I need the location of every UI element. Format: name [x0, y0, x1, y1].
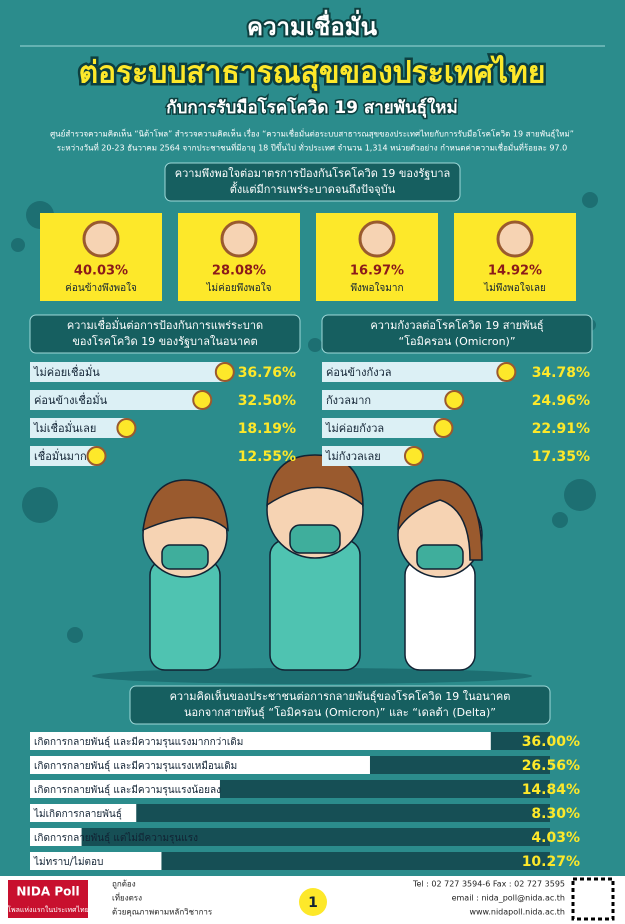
category-label: เกิดการกลายพันธุ์ และมีความรุนแรงมากกว่า… [34, 736, 243, 748]
value-label: 8.30% [531, 806, 580, 822]
category-label: ไม่ค่อยกังวล [325, 422, 384, 435]
face-icon [433, 418, 454, 438]
section-header [164, 162, 461, 202]
logo [8, 880, 88, 918]
value-label: 17.35% [532, 449, 590, 465]
bar [30, 804, 137, 822]
section-title: ความพึงพอใจต่อมาตรการป้องกันโรคโควิด 19 … [175, 166, 451, 180]
section-title: นอกจากสายพันธุ์ “โอมิครอน (Omicron)” และ… [184, 705, 496, 719]
category-label: ไม่พึงพอใจเลย [483, 282, 546, 294]
value-label: 36.00% [522, 734, 580, 750]
page-number: 1 [308, 895, 318, 911]
bar [322, 362, 507, 382]
section-title: “โอมิครอน (Omicron)” [398, 334, 515, 348]
value-label: 22.91% [532, 421, 590, 437]
title: ความเชื่อมั่น [247, 9, 378, 41]
face-icon [403, 446, 424, 466]
bar [322, 446, 414, 466]
face-icon [496, 362, 517, 382]
title-highlight: ต่อระบบสาธารณสุขของประเทศไทย [79, 55, 546, 92]
motto: ถูกต้อง [112, 880, 136, 890]
tagline: โพลแห่งแรกในประเทศไทย [7, 905, 89, 914]
value-label: 12.55% [238, 449, 296, 465]
value-label: 28.08% [212, 264, 266, 279]
value-label: 4.03% [531, 830, 580, 846]
section-title: ของโรคโควิด 19 ของรัฐบาลในอนาคต [72, 334, 257, 348]
face-icon [192, 390, 213, 410]
value-label: 40.03% [74, 264, 128, 279]
bar [30, 828, 82, 846]
category-label: เกิดการกลายพันธุ์ และมีความรุนแรงเหมือนเ… [34, 760, 237, 772]
subtitle: กับการรับมือโรคโควิด 19 สายพันธุ์ใหม่ [166, 97, 457, 118]
category-label: เชื่อมั่นมาก [34, 448, 87, 463]
illustration [92, 454, 532, 684]
category-label: ไม่เกิดการกลายพันธุ์ [33, 808, 122, 820]
bar [30, 756, 370, 774]
value-label: 14.84% [522, 782, 580, 798]
category-label: กังวลมาก [326, 394, 371, 407]
category-label: ไม่ค่อยเชื่อมั่น [33, 364, 100, 379]
section-title: ตั้งแต่มีการแพร่ระบาดจนถึงปัจจุบัน [230, 181, 396, 196]
contact: email : nida_poll@nida.ac.th [452, 894, 565, 903]
face-icon [220, 220, 258, 258]
value-label: 36.76% [238, 365, 296, 381]
bar-track [30, 828, 550, 846]
bar [30, 780, 220, 798]
contact: Tel : 02 727 3594-6 Fax : 02 727 3595 [412, 880, 565, 889]
bar [30, 362, 225, 382]
category-label: ค่อนข้างกังวล [326, 366, 392, 379]
bar [30, 446, 97, 466]
category-label: ไม่ค่อยพึงพอใจ [206, 282, 272, 294]
category-label: ไม่เชื่อมั่นเลย [33, 420, 96, 435]
face-icon [214, 362, 235, 382]
value-label: 18.19% [238, 421, 296, 437]
section-header [321, 314, 593, 354]
face-icon [86, 446, 107, 466]
motto: ด้วยคุณภาพตามหลักวิชาการ [112, 908, 213, 917]
category-label: เกิดการกลายพันธุ์ แต่ไม่มีความรุนแรง [34, 832, 198, 844]
bar [322, 418, 444, 438]
page-badge [299, 888, 327, 916]
description: ศูนย์สำรวจความคิดเห็น “นิด้าโพล” สำรวจคว… [50, 128, 574, 140]
section-title: ความกังวลต่อโรคโควิด 19 สายพันธุ์ [370, 318, 543, 332]
value-label: 24.96% [532, 393, 590, 409]
bar [322, 390, 455, 410]
face-icon [358, 220, 396, 258]
description: ระหว่างวันที่ 20-23 ธันวาคม 2564 จากประช… [57, 142, 567, 153]
category-label: ไม่ทราบ/ไม่ตอบ [33, 856, 103, 868]
face-icon [496, 220, 534, 258]
section-title: ความคิดเห็นของประชาชนต่อการกลายพันธุ์ของ… [170, 689, 511, 703]
category-label: พึงพอใจมาก [350, 282, 403, 294]
value-label: 10.27% [522, 854, 580, 870]
bar [30, 852, 162, 870]
section-title: ความเชื่อมั่นต่อการป้องกันการแพร่ระบาด [67, 317, 263, 332]
face-icon [82, 220, 120, 258]
bar-track [30, 804, 550, 822]
value-label: 16.97% [350, 264, 404, 279]
motto: เที่ยงตรง [112, 892, 142, 903]
category-label: เกิดการกลายพันธุ์ และมีความรุนแรงน้อยลง [34, 784, 221, 796]
brand: NIDA Poll [16, 885, 79, 899]
category-label: ค่อนข้างพึงพอใจ [65, 282, 137, 294]
face-icon [444, 390, 465, 410]
contact: www.nidapoll.nida.ac.th [469, 908, 565, 917]
section-header [29, 314, 301, 354]
value-label: 14.92% [488, 264, 542, 279]
category-label: ค่อนข้างเชื่อมั่น [34, 392, 108, 407]
value-label: 32.50% [238, 393, 296, 409]
section-header [129, 685, 551, 725]
category-label: ไม่กังวลเลย [325, 450, 381, 463]
qr-code [571, 877, 615, 921]
value-label: 26.56% [522, 758, 580, 774]
face-icon [116, 418, 137, 438]
bar [30, 390, 203, 410]
bar [30, 732, 491, 750]
value-label: 34.78% [532, 365, 590, 381]
bar [30, 418, 127, 438]
